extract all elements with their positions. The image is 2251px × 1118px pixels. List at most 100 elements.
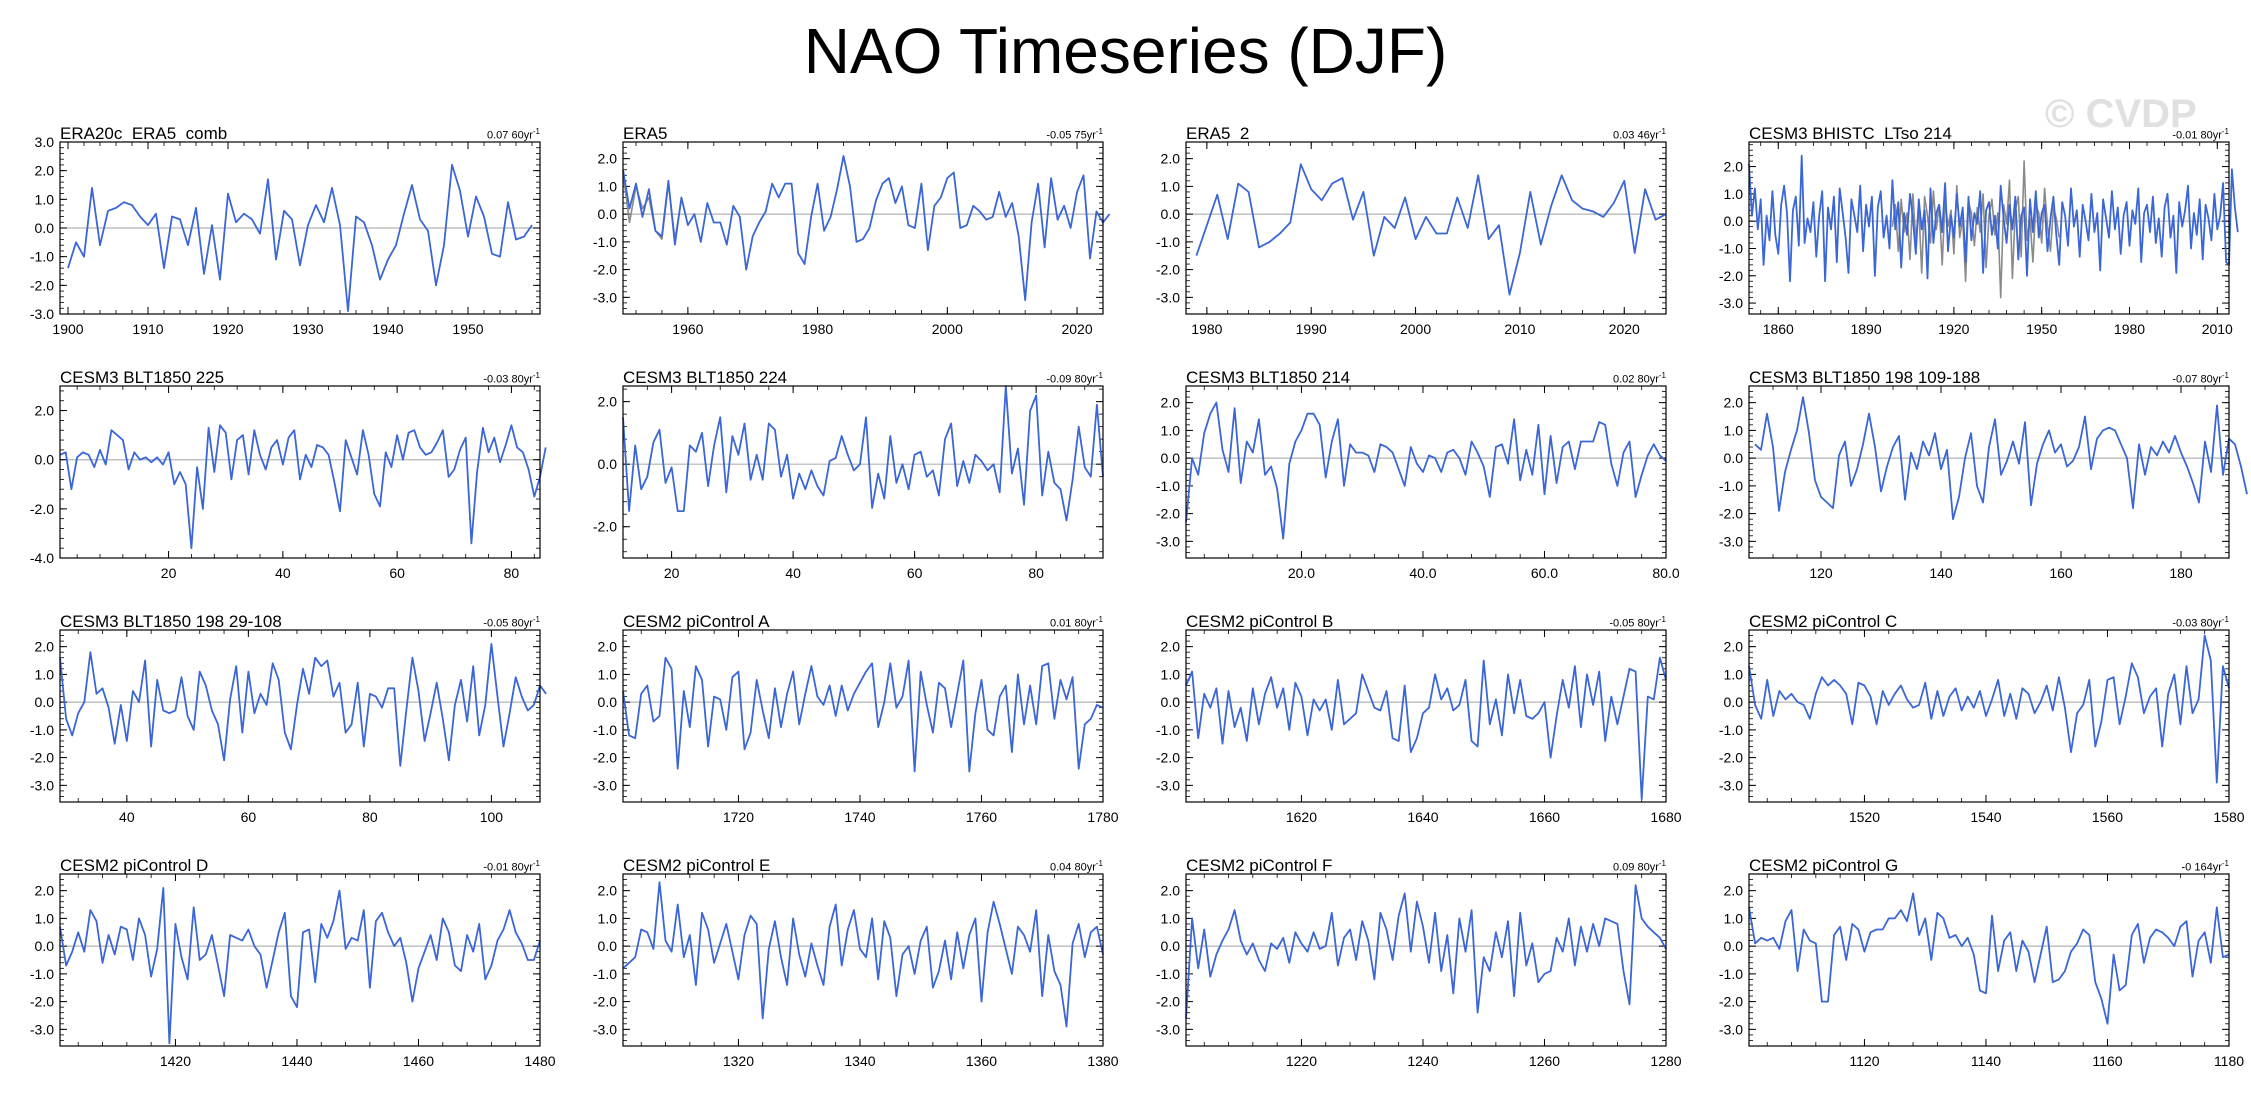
trend-label: -0.07 80yr-1 [2172,371,2229,386]
trend-unit: 60yr [511,129,533,142]
trend-label: -0.05 80yr-1 [1609,615,1666,630]
y-tick-label: -3.0 [1719,295,1743,311]
y-tick-label: -1.0 [593,966,617,982]
y-tick-label: -1.0 [1156,234,1180,250]
x-tick-label: 1890 [1850,321,1881,337]
x-tick-label: 1760 [966,809,997,825]
x-tick-label: 80 [362,809,378,825]
x-tick-label: 1980 [802,321,833,337]
trend-label: 0.02 80yr-1 [1613,371,1666,386]
x-tick-label: 1960 [672,321,703,337]
x-tick-label: 1680 [1650,809,1681,825]
y-tick-label: 1.0 [1724,910,1744,926]
y-tick-label: 1.0 [1161,178,1181,194]
y-tick-label: 0.0 [35,220,55,236]
plot-area: 2.0 0.0 -2.0 20 40 60 80 [593,385,1104,581]
y-tick-label: 1.0 [35,191,55,207]
trend-unit: 80yr [2200,129,2222,142]
chart-panel: CESM2 piControl B -0.05 80yr-1 2.0 1.0 0.0 -1… [1144,612,1684,825]
panel-title: CESM2 piControl G [1749,856,1899,875]
y-tick-label: -2.0 [1156,750,1180,766]
chart-panel: CESM3 BLT1850 198 29-108 -0.05 80yr-1 2.0 1… [18,612,558,825]
x-tick-label: 1740 [844,809,875,825]
y-tick-label: 1.0 [1161,910,1181,926]
trend-label: 0.03 46yr-1 [1613,127,1666,142]
x-tick-label: 40 [785,565,801,581]
panel-title: CESM3 BLT1850 198 109-188 [1749,368,1981,387]
y-tick-label: -1.0 [30,966,54,982]
x-tick-label: 40.0 [1409,565,1436,581]
series-line [622,881,1104,1028]
trend-exponent: -1 [532,859,540,868]
y-tick-label: -2.0 [1156,506,1180,522]
x-tick-label: 1260 [1529,1053,1560,1069]
chart-panel: CESM3 BLT1850 198 109-188 -0.07 80yr-1 2.0… [1707,368,2248,581]
trend-value: 0.01 [1049,617,1072,630]
y-tick-label: 2.0 [35,639,55,655]
y-tick-label: 1.0 [35,666,55,682]
x-tick-label: 1980 [2114,321,2145,337]
x-tick-label: 1990 [1296,321,1327,337]
trend-unit: 80yr [1074,861,1096,874]
trend-value: 0.09 [1612,861,1635,874]
x-tick-label: 140 [1929,565,1953,581]
x-tick-label: 60 [907,565,923,581]
cvdp-watermark: © CVDP [2045,92,2197,136]
plot-frame [1748,385,2230,559]
panel-title: CESM2 piControl E [623,856,771,875]
trend-exponent: -1 [2221,859,2229,868]
chart-panel: ERA5_2 0.03 46yr-1 2.0 1.0 0.0 -1.0 -2.0 -3.0 19… [1144,124,1684,337]
x-tick-label: 1910 [132,321,163,337]
y-tick-label: 1.0 [35,910,55,926]
y-tick-label: 0.0 [35,938,55,954]
y-tick-label: 1.0 [1161,666,1181,682]
plot-area: 2.0 1.0 0.0 -1.0 -2.0 -3.0 1420 1440 1460 1480 [30,873,556,1069]
y-tick-label: 3.0 [35,134,55,150]
y-tick-label: 0.0 [1724,213,1744,229]
x-tick-label: 1440 [281,1053,312,1069]
trend-unit: 80yr [1074,617,1096,630]
x-tick-label: 1720 [723,809,754,825]
trend-value: -0 [2181,861,2192,874]
x-tick-label: 120 [1809,565,1833,581]
plot-area: 2.0 0.0 -2.0 -4.0 20 40 60 80 [30,385,547,581]
plot-area: 2.0 1.0 0.0 -1.0 -2.0 -3.0 1960 1980 2000 2020 [593,141,1111,337]
chart-panel: ERA5 -0.05 75yr-1 2.0 1.0 0.0 -1.0 -2.0 -3.0 196… [581,124,1121,337]
y-tick-label: 2.0 [35,163,55,179]
x-tick-label: 1240 [1407,1053,1438,1069]
x-tick-label: 1580 [2213,809,2244,825]
chart-panel: CESM2 piControl F 0.09 80yr-1 2.0 1.0 0.0 -1.… [1144,856,1684,1069]
trend-label: -0.03 80yr-1 [483,371,540,386]
x-tick-label: 80.0 [1652,565,1679,581]
x-tick-label: 1620 [1286,809,1317,825]
y-tick-label: 0.0 [598,938,618,954]
series-line [622,385,1104,522]
panel-title: CESM2 piControl D [60,856,209,875]
x-tick-label: 100 [480,809,504,825]
y-tick-label: 1.0 [598,910,618,926]
plot-area: 2.0 1.0 0.0 -1.0 -2.0 -3.0 40 60 80 100 [30,629,547,825]
trend-exponent: -1 [1095,371,1103,380]
x-tick-label: 20 [664,565,680,581]
trend-exponent: -1 [1658,371,1666,380]
x-tick-label: 40 [275,565,291,581]
plot-frame [1748,629,2230,803]
trend-unit: 80yr [1074,373,1096,386]
y-tick-label: 2.0 [1161,395,1181,411]
plot-area: 2.0 1.0 0.0 -1.0 -2.0 -3.0 1520 1540 1560 1580 [1719,629,2245,825]
series-line [59,642,547,767]
plot-frame [1185,629,1667,803]
plot-frame [1185,873,1667,1047]
y-tick-label: -2.0 [593,994,617,1010]
plot-area: 2.0 1.0 0.0 -1.0 -2.0 -3.0 1120 1140 1160 1180 [1719,873,2244,1069]
y-tick-label: -1.0 [593,722,617,738]
y-tick-label: 2.0 [1724,159,1744,175]
trend-value: -0.01 [483,861,509,874]
x-tick-label: 1340 [844,1053,875,1069]
series-line [1185,401,1667,540]
chart-panel: CESM2 piControl D -0.01 80yr-1 2.0 1.0 0.0 -1… [18,856,558,1069]
y-tick-label: -2.0 [593,262,617,278]
chart-panel: CESM2 piControl E 0.04 80yr-1 2.0 1.0 0.0 -1.… [581,856,1121,1069]
y-tick-label: 2.0 [1161,151,1181,167]
series-line [59,424,547,550]
